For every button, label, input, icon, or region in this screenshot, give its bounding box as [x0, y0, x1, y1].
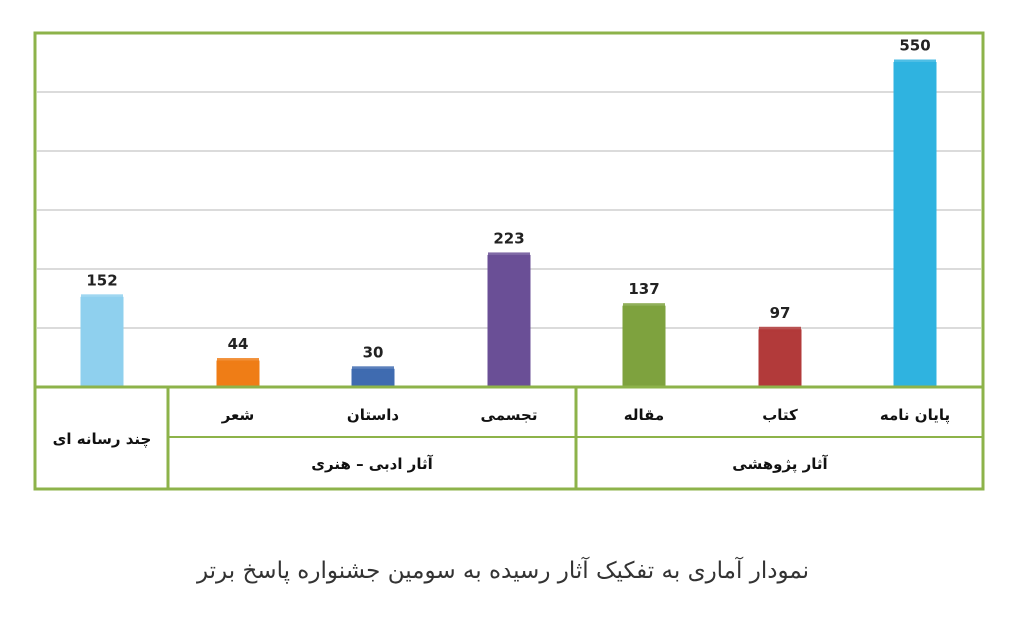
bar-top-4 — [623, 303, 665, 309]
bar-value-label-5: 97 — [770, 304, 791, 322]
bar-top-0 — [81, 294, 123, 300]
bar-shading-1 — [217, 361, 259, 387]
bar-shading-2 — [352, 369, 394, 387]
bar-top-3 — [488, 252, 530, 258]
group-label-literary: آثار ادبی – هنری — [311, 455, 433, 473]
bar-value-label-4: 137 — [628, 280, 659, 298]
bar-value-label-3: 223 — [493, 229, 524, 247]
category-table: چند رسانه ای شعر داستان تجسمی مقاله کتاب پایان… — [33, 385, 985, 491]
bar-shading-4 — [623, 306, 665, 387]
category-label-1: شعر — [221, 406, 255, 424]
category-label-4: مقاله — [624, 406, 664, 424]
category-labels: چند رسانه ای شعر داستان تجسمی مقاله کتاب پایان… — [53, 406, 950, 449]
category-label-6: پایان نامه — [880, 406, 950, 425]
group-label-research: آثار پژوهشی — [732, 455, 828, 474]
bar-shading-6 — [894, 62, 936, 387]
category-label-2: داستان — [347, 406, 399, 424]
bar-top-5 — [759, 326, 801, 332]
bars — [80, 59, 937, 388]
category-label-0: چند رسانه ای — [53, 430, 152, 449]
category-label-5: کتاب — [762, 406, 798, 424]
bar-value-labels: 152 44 30 223 137 97 550 — [86, 37, 930, 362]
bar-top-2 — [352, 366, 394, 372]
category-label-3: تجسمی — [481, 406, 538, 424]
bar-shading-0 — [81, 297, 123, 387]
bar-value-label-6: 550 — [899, 37, 930, 55]
bar-value-label-2: 30 — [363, 343, 384, 361]
bar-value-label-0: 152 — [86, 271, 117, 289]
bar-top-6 — [894, 59, 936, 65]
chart-caption: نمودار آماری به تفکیک آثار رسیده به سومی… — [196, 556, 809, 584]
bar-shading-3 — [488, 255, 530, 387]
bar-top-1 — [217, 358, 259, 364]
bar-value-label-1: 44 — [228, 335, 249, 353]
bar-shading-5 — [759, 329, 801, 387]
